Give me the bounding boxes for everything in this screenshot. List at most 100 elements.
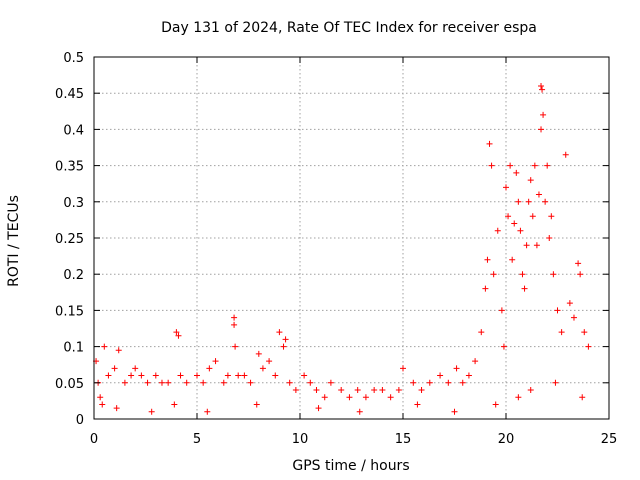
data-point (472, 358, 479, 365)
data-point (527, 387, 534, 394)
data-point (259, 365, 266, 372)
data-point (247, 379, 254, 386)
data-point (338, 387, 345, 394)
data-point (313, 387, 320, 394)
data-point (379, 387, 386, 394)
data-point (121, 379, 128, 386)
data-point (527, 177, 534, 184)
data-point (105, 372, 112, 379)
data-point (152, 372, 159, 379)
data-point (224, 372, 231, 379)
data-point (194, 372, 200, 379)
x-tick-label: 15 (395, 432, 412, 447)
data-point (577, 271, 584, 278)
data-point (362, 394, 369, 401)
data-point (148, 408, 155, 415)
data-point (327, 379, 334, 386)
data-point (138, 372, 145, 379)
y-tick-label: 0.45 (55, 87, 84, 102)
data-point (523, 242, 530, 249)
data-point (158, 379, 165, 386)
axis-ticks: 0 5 10 15 20 25 0 0.05 0.1 0.15 0.2 0.25 0.3 0.35 0.4 0… (55, 51, 617, 447)
data-point (503, 184, 509, 191)
data-point (484, 256, 491, 263)
data-point (505, 213, 512, 220)
chart-title: Day 131 of 2024, Rate Of TEC Index for r… (161, 20, 537, 36)
data-point (231, 321, 238, 328)
data-point (538, 126, 545, 133)
data-point (99, 401, 106, 408)
data-point (525, 198, 532, 205)
data-point (515, 394, 522, 401)
data-point (511, 220, 518, 227)
data-point (231, 314, 238, 321)
data-point (418, 387, 425, 394)
data-point (453, 365, 460, 372)
data-point (548, 213, 555, 220)
data-point (212, 358, 219, 365)
x-tick-label: 0 (90, 432, 98, 447)
data-point (200, 379, 207, 386)
data-point (321, 394, 328, 401)
data-point (395, 387, 402, 394)
data-point (354, 387, 361, 394)
data-point (513, 169, 520, 176)
data-point (490, 271, 497, 278)
data-point (465, 372, 472, 379)
data-point (554, 307, 561, 314)
y-tick-label: 0.1 (63, 341, 84, 356)
data-point (414, 401, 421, 408)
data-point (558, 329, 565, 336)
data-point (266, 358, 273, 365)
data-point (500, 343, 507, 350)
data-point (550, 271, 557, 278)
data-point (570, 314, 577, 321)
data-point (535, 191, 542, 198)
data-point (111, 365, 118, 372)
data-point (220, 379, 227, 386)
data-point (113, 405, 120, 412)
data-point (546, 235, 553, 241)
data-point (585, 343, 592, 350)
y-tick-label: 0.15 (55, 304, 84, 319)
data-point (206, 365, 213, 372)
data-point (459, 379, 466, 386)
y-tick-label: 0.4 (63, 123, 84, 138)
y-tick-label: 0.2 (63, 268, 84, 283)
data-point (544, 162, 551, 169)
data-point (445, 379, 452, 386)
x-tick-label: 10 (292, 432, 309, 447)
y-tick-label: 0 (76, 413, 84, 428)
data-point (286, 379, 293, 386)
data-point (562, 151, 569, 158)
data-point (235, 372, 242, 379)
data-point (410, 379, 417, 386)
data-point (517, 227, 524, 234)
x-tick-label: 5 (193, 432, 201, 447)
data-point (581, 329, 588, 336)
data-point (315, 405, 322, 412)
data-point (400, 365, 406, 372)
x-tick-label: 20 (498, 432, 515, 447)
data-point (253, 401, 260, 408)
x-tick-label: 25 (601, 432, 618, 447)
data-point (301, 372, 308, 379)
data-point (356, 408, 363, 415)
data-point (115, 347, 122, 354)
data-point (488, 162, 495, 169)
data-point (539, 86, 546, 93)
data-point (175, 332, 182, 339)
data-point (533, 242, 540, 249)
data-point (437, 372, 444, 379)
data-point (478, 329, 485, 336)
data-point (307, 379, 314, 386)
data-point (272, 372, 279, 379)
data-point (498, 307, 505, 314)
data-point (540, 111, 547, 118)
grid (94, 57, 609, 419)
data-point (529, 213, 536, 220)
data-point (177, 372, 184, 379)
data-point (451, 408, 458, 415)
data-point (486, 140, 493, 147)
